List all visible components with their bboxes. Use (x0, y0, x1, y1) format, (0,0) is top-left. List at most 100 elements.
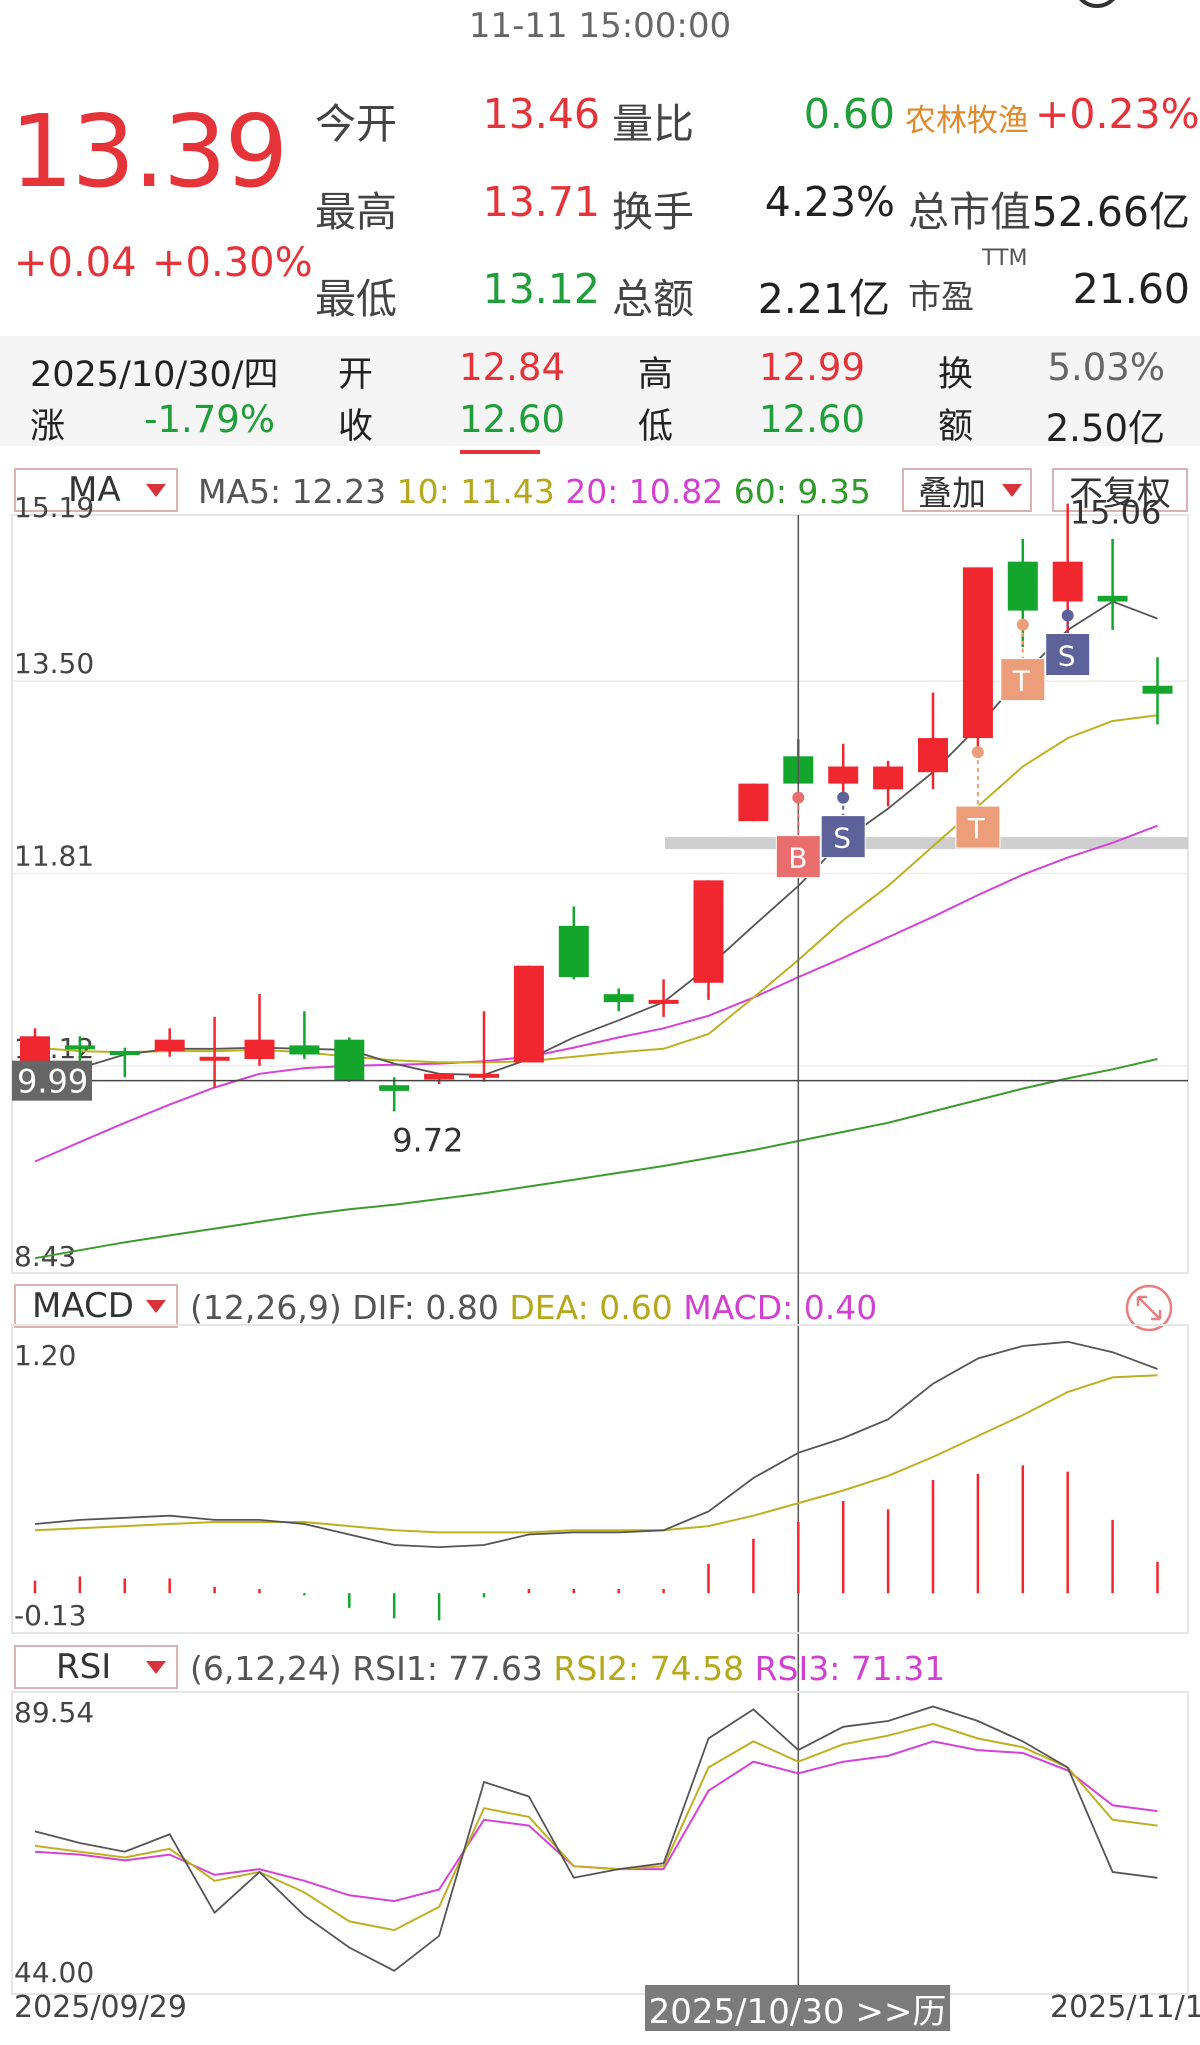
macd-value-legend: MACD: 0.40 (683, 1288, 878, 1327)
day-change-value: -1.79% (144, 398, 275, 441)
day-open-value: 12.84 (459, 346, 565, 389)
day-turnover-value: 5.03% (1047, 346, 1165, 389)
candle-body (244, 1039, 275, 1060)
signal-label: S (1058, 639, 1076, 672)
signal-label: B (788, 842, 807, 875)
rsi-panel-frame (11, 1691, 1189, 1995)
candle-body (1052, 561, 1083, 602)
low-label: 最低 (315, 275, 397, 323)
open-value: 13.46 (482, 90, 600, 138)
pe-value: 21.60 (1072, 265, 1190, 313)
candle-body (738, 783, 769, 822)
chevron-down-icon (1002, 484, 1022, 497)
candle-body (513, 965, 544, 1063)
start-date: 2025/09/29 (14, 1990, 187, 2025)
volume-ratio-value: 0.60 (803, 90, 895, 138)
candle-body (693, 880, 724, 983)
rsi3-legend: RSI3: 71.31 (754, 1649, 946, 1688)
chevron-down-icon (146, 484, 166, 497)
day-low-value: 12.60 (759, 398, 865, 441)
ma20-line (34, 824, 1158, 1163)
day-low-label: 低 (638, 407, 674, 447)
candle-body (828, 766, 859, 784)
amount-label: 总额 (612, 275, 694, 323)
day-amount-label: 额 (938, 407, 974, 447)
high-label: 最高 (315, 188, 397, 236)
day-high-value: 12.99 (759, 346, 865, 389)
dif-legend: DIF: 0.80 (352, 1288, 499, 1327)
rsi2-legend: RSI2: 74.58 (553, 1649, 745, 1688)
cursor-date-history-button[interactable]: 2025/10/30 >>历 (645, 1985, 950, 2032)
indicator-select-ma[interactable]: MA (14, 468, 178, 512)
rsi-params: (6,12,24) (190, 1649, 342, 1688)
quote-datetime: 11-11 15:00:00 (468, 6, 732, 46)
candle-body (424, 1073, 455, 1080)
last-price: 13.39 (10, 93, 288, 210)
signal-marker (955, 805, 1001, 849)
rsi-legend: (6,12,24) RSI1: 77.63 RSI2: 74.58 RSI3: … (190, 1649, 945, 1688)
indicator-select-rsi[interactable]: RSI (14, 1645, 178, 1689)
signal-marker (1045, 632, 1091, 676)
search-icon[interactable] (1065, 0, 1125, 15)
rsi3-line (34, 1740, 1158, 1903)
signal-label: T (1012, 665, 1031, 698)
signal-label: S (833, 822, 851, 855)
cursor-date-label: 2025/10/30 >>历 (648, 1991, 947, 2032)
pe-ttm-label: TTM (982, 246, 1028, 271)
indicator-select-macd[interactable]: MACD (14, 1284, 178, 1328)
macd-tick-label: -0.13 (14, 1599, 86, 1632)
candle-body (64, 1045, 95, 1050)
ma10-line (34, 714, 1158, 1064)
overlay-dropdown[interactable]: 叠加 (902, 468, 1032, 514)
chevron-down-icon (146, 1661, 166, 1674)
candle-body (109, 1051, 140, 1056)
candle-body (379, 1085, 410, 1091)
candle-body (1142, 685, 1173, 694)
price-tick-label: 11.81 (14, 840, 94, 873)
day-close-label: 收 (338, 407, 374, 447)
dea-legend: DEA: 0.60 (509, 1288, 673, 1327)
candle-body (469, 1073, 499, 1078)
ma20-legend: 20: 10.82 (565, 472, 724, 511)
sector-name[interactable]: 农林牧渔 (905, 103, 1029, 139)
min-price-label: 9.72 (392, 1121, 463, 1159)
amount-value: 2.21亿 (757, 275, 890, 323)
candle-body (289, 1045, 320, 1055)
macd-tick-label: 1.20 (14, 1339, 76, 1372)
turnover-label: 换手 (612, 188, 694, 236)
signal-marker (775, 835, 821, 879)
adjust-button[interactable]: 不复权 (1052, 468, 1188, 514)
chevron-down-icon (146, 1300, 166, 1313)
adjust-label: 不复权 (1069, 473, 1171, 514)
indicator-select-ma-label: MA (68, 470, 121, 510)
day-close-underline (460, 450, 540, 454)
day-change-label: 涨 (30, 407, 66, 447)
expand-icon[interactable] (1124, 1283, 1174, 1333)
day-date: 2025/10/30/四 (30, 355, 279, 395)
expand-icon-svg (1125, 1284, 1173, 1332)
ma-legend: MA5: 12.23 10: 11.43 20: 10.82 60: 9.35 (198, 472, 871, 511)
day-close-value: 12.60 (459, 398, 565, 441)
signal-label: T (967, 812, 986, 845)
indicator-select-rsi-label: RSI (56, 1647, 112, 1687)
ma10-legend: 10: 11.43 (396, 472, 555, 511)
macd-params: (12,26,9) (190, 1288, 342, 1327)
signal-marker (820, 815, 866, 859)
candle-body (648, 999, 679, 1004)
overlay-label: 叠加 (918, 473, 986, 514)
candle-body (334, 1039, 365, 1081)
rsi-tick-label: 44.00 (14, 1956, 94, 1989)
low-value: 13.12 (482, 265, 600, 313)
ma60-line (34, 1058, 1158, 1260)
crosshair-price-box (12, 1060, 92, 1101)
price-tick-label: 15.19 (14, 491, 94, 524)
day-info-bar: 2025/10/30/四 涨 -1.79% 开 12.84 收 12.60 高 … (0, 336, 1200, 454)
indicator-select-macd-label: MACD (32, 1286, 134, 1326)
dea-line (34, 1374, 1158, 1534)
day-high-label: 高 (638, 355, 674, 395)
market-cap-value: 52.66亿 (1031, 188, 1190, 236)
pe-label: 市盈 (908, 277, 974, 316)
turnover-value: 4.23% (764, 178, 895, 226)
dif-line (34, 1340, 1158, 1549)
